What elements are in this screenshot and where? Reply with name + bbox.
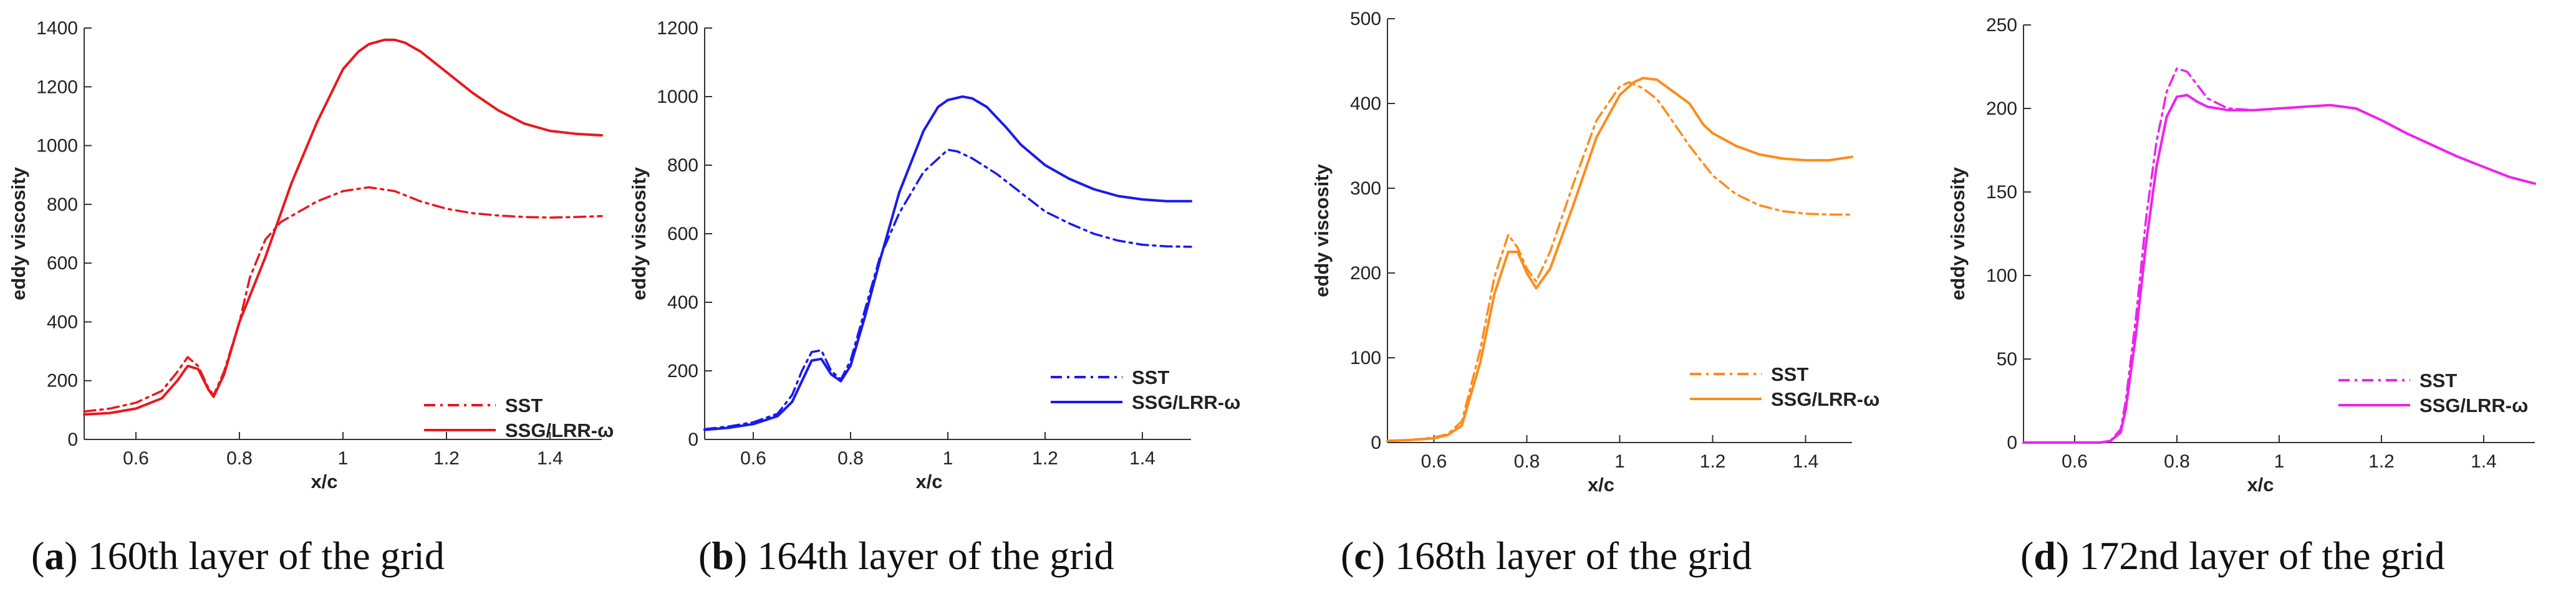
legend-label: SST — [2419, 370, 2457, 391]
caption-letter: d — [2033, 534, 2056, 578]
y-tick-label: 400 — [1350, 93, 1381, 114]
y-tick-label: 0 — [2007, 433, 2017, 453]
y-tick-label: 0 — [67, 429, 78, 450]
x-axis-title: x/c — [1588, 474, 1614, 496]
x-tick-label: 1.4 — [1129, 448, 1155, 469]
legend-label: SST — [505, 395, 543, 416]
series-line-sst — [2022, 67, 2536, 444]
caption-text: 160th layer of the grid — [87, 534, 445, 578]
y-tick-label: 100 — [1350, 348, 1381, 368]
y-tick-label: 1200 — [36, 77, 78, 97]
y-tick-label: 1000 — [657, 87, 698, 107]
caption-b: (b) 164th layer of the grid — [698, 534, 1114, 578]
x-tick-label: 0.6 — [740, 448, 766, 469]
x-tick-label: 0.8 — [1514, 451, 1540, 472]
caption-text: 164th layer of the grid — [757, 534, 1114, 578]
panel-c: 0 100 200 300 400 500 0.6 0.8 1 1.2 1.4 x/c eddy vis… — [1285, 0, 1927, 599]
y-tick-label: 500 — [1350, 9, 1381, 29]
series-line-ssg-lrr — [703, 95, 1192, 431]
series-line-sst — [1386, 81, 1853, 443]
y-tick-label: 0 — [1371, 433, 1381, 453]
legend-label: SSG/LRR-ω — [1132, 391, 1240, 413]
y-tick-label: 250 — [1986, 15, 2017, 36]
caption-letter: a — [44, 534, 65, 578]
y-tick-label: 1000 — [36, 136, 78, 156]
y-tick-label: 800 — [47, 194, 78, 215]
legend-label: SST — [1771, 363, 1808, 385]
caption-d: (d) 172nd layer of the grid — [2020, 534, 2445, 578]
caption-letter: c — [1354, 534, 1372, 578]
x-tick-label: 1.2 — [1700, 451, 1726, 472]
x-tick-label: 1.4 — [1793, 451, 1819, 472]
series-line-ssg-lrr — [1386, 77, 1853, 443]
x-tick-label: 0.8 — [226, 448, 253, 469]
y-axis-title: eddy viscosity — [1947, 166, 1969, 300]
x-axis-title: x/c — [2247, 474, 2274, 496]
y-tick-label: 50 — [1997, 349, 2017, 370]
chart-d: 0 50 100 150 200 250 0.6 0.8 1 1.2 1.4 x/c eddy visc… — [1947, 15, 2536, 496]
x-tick-label: 1.4 — [2471, 451, 2497, 472]
x-tick-label: 1.2 — [2368, 451, 2395, 472]
series-line-sst — [83, 186, 603, 413]
x-tick-label: 1.4 — [537, 448, 563, 469]
caption-text: 172nd layer of the grid — [2079, 534, 2445, 578]
x-tick-label: 1 — [1614, 451, 1625, 472]
legend-label: SSG/LRR-ω — [505, 419, 614, 441]
x-tick-label: 1 — [2274, 451, 2285, 472]
legend-label: SSG/LRR-ω — [2419, 395, 2528, 416]
y-tick-label: 600 — [47, 253, 78, 274]
y-tick-label: 100 — [1986, 266, 2017, 286]
y-tick-label: 1400 — [36, 18, 78, 39]
y-tick-label: 200 — [47, 371, 78, 391]
y-tick-label: 200 — [667, 361, 698, 381]
x-tick-label: 1 — [338, 448, 349, 469]
y-tick-label: 200 — [1350, 263, 1381, 284]
y-tick-label: 300 — [1350, 178, 1381, 199]
y-tick-label: 1200 — [657, 18, 698, 39]
x-tick-label: 0.8 — [837, 448, 864, 469]
caption-c: (c) 168th layer of the grid — [1341, 534, 1752, 578]
caption-letter: b — [712, 534, 734, 578]
y-axis-title: eddy viscosity — [628, 166, 650, 300]
series-line-ssg-lrr — [83, 38, 603, 416]
x-tick-label: 0.6 — [2062, 451, 2088, 472]
y-tick-label: 800 — [667, 155, 698, 176]
chart-a: 0 200 400 600 800 1000 1200 1400 0.6 0.8 1 1.2 1.4 x/… — [7, 18, 614, 492]
x-axis-title: x/c — [311, 471, 337, 492]
x-tick-label: 0.6 — [123, 448, 149, 469]
x-tick-label: 1.2 — [433, 448, 460, 469]
x-tick-label: 1.2 — [1032, 448, 1058, 469]
y-tick-label: 600 — [667, 224, 698, 244]
caption-text: 168th layer of the grid — [1395, 534, 1752, 578]
x-tick-label: 0.6 — [1421, 451, 1447, 472]
caption-a: (a) 160th layer of the grid — [31, 534, 445, 578]
y-tick-label: 200 — [1986, 98, 2017, 119]
panel-b: 0 200 400 600 800 1000 1200 0.6 0.8 1 1.2 1.4 x/c edd… — [628, 0, 1285, 599]
x-axis-title: x/c — [915, 471, 942, 492]
y-tick-label: 0 — [688, 429, 698, 450]
y-tick-label: 400 — [47, 312, 78, 332]
legend-label: SSG/LRR-ω — [1771, 388, 1879, 410]
legend-label: SST — [1132, 367, 1169, 388]
panel-d: 0 50 100 150 200 250 0.6 0.8 1 1.2 1.4 x/c eddy visc… — [1927, 0, 2576, 599]
y-axis-title: eddy viscosity — [7, 166, 29, 300]
x-tick-label: 1 — [943, 448, 953, 469]
chart-c: 0 100 200 300 400 500 0.6 0.8 1 1.2 1.4 x/c eddy vis… — [1311, 9, 1879, 496]
chart-b: 0 200 400 600 800 1000 1200 0.6 0.8 1 1.2 1.4 x/c edd… — [628, 18, 1240, 492]
panel-a: 0 200 400 600 800 1000 1200 1400 0.6 0.8 1 1.2 1.4 x/… — [0, 0, 642, 599]
series-line-ssg-lrr — [2022, 93, 2536, 444]
x-tick-label: 0.8 — [2164, 451, 2190, 472]
y-tick-label: 150 — [1986, 182, 2017, 203]
y-tick-label: 400 — [667, 292, 698, 313]
y-axis-title: eddy viscosity — [1311, 163, 1333, 297]
series-line-sst — [703, 148, 1192, 431]
